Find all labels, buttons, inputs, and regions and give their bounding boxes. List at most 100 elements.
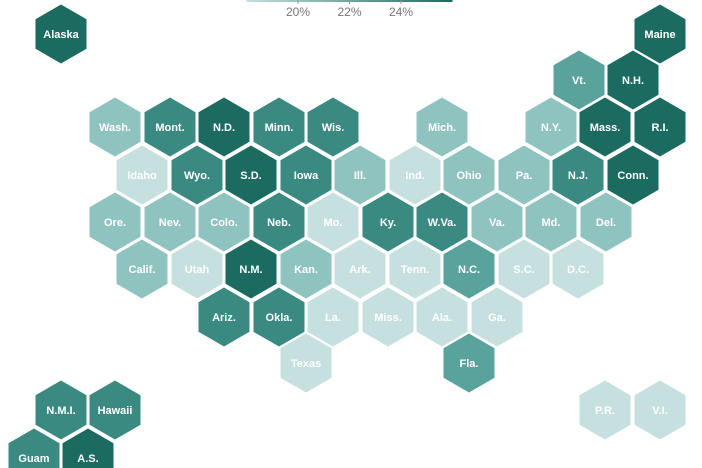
state-label: S.D. <box>240 170 261 182</box>
state-tile <box>525 192 577 252</box>
state-tile <box>62 428 114 468</box>
state-tile <box>171 239 223 299</box>
state-tile <box>334 145 386 205</box>
state-label: Va. <box>489 217 505 229</box>
state-label: R.I. <box>651 122 668 134</box>
legend-label: 24% <box>389 5 413 19</box>
state-tile <box>416 192 468 252</box>
state-tile <box>416 97 468 157</box>
state-label: Wash. <box>99 122 131 134</box>
state-tile <box>280 333 332 393</box>
state-tile <box>171 145 223 205</box>
state-label: Guam <box>18 453 49 465</box>
state-tile <box>553 50 605 110</box>
state-label: Ariz. <box>212 312 236 324</box>
state-label: Ore. <box>104 217 126 229</box>
state-label: Miss. <box>374 312 402 324</box>
state-tile <box>498 145 550 205</box>
state-tile <box>471 192 523 252</box>
state-label: N.D. <box>213 122 235 134</box>
state-label: Okla. <box>266 312 293 324</box>
state-label: W.Va. <box>428 217 457 229</box>
state-tile <box>416 287 468 347</box>
state-tile <box>253 287 305 347</box>
state-tile <box>253 97 305 157</box>
state-label: D.C. <box>567 264 589 276</box>
state-label: P.R. <box>595 405 615 417</box>
state-tile <box>443 333 495 393</box>
state-tile <box>471 287 523 347</box>
state-label: Mass. <box>590 122 621 134</box>
state-tile <box>198 192 250 252</box>
state-label: Kan. <box>294 264 318 276</box>
state-label: Idaho <box>127 170 157 182</box>
state-label: Iowa <box>294 170 319 182</box>
state-tile <box>116 239 168 299</box>
state-label: N.H. <box>622 75 644 87</box>
state-label: Nev. <box>159 217 181 229</box>
state-label: Ark. <box>349 264 370 276</box>
state-label: Mont. <box>155 122 184 134</box>
state-label: Md. <box>542 217 561 229</box>
state-label: Colo. <box>210 217 238 229</box>
state-tile <box>552 145 604 205</box>
state-label: Neb. <box>267 217 291 229</box>
state-tile <box>89 380 141 440</box>
state-label: Hawaii <box>98 405 133 417</box>
state-label: Wis. <box>322 122 345 134</box>
state-label: Ohio <box>456 170 481 182</box>
state-label: Calif. <box>129 264 156 276</box>
state-label: Ind. <box>405 170 425 182</box>
state-label: A.S. <box>77 453 98 465</box>
state-tile <box>634 4 686 64</box>
state-tile <box>307 287 359 347</box>
state-label: Ga. <box>488 312 506 324</box>
state-tile <box>634 97 686 157</box>
state-label: S.C. <box>513 264 534 276</box>
state-tile <box>144 97 196 157</box>
state-label: N.M. <box>239 264 262 276</box>
state-label: Ala. <box>432 312 452 324</box>
state-tile <box>253 192 305 252</box>
state-label: Ky. <box>380 217 396 229</box>
state-label: Texas <box>291 358 321 370</box>
state-tile <box>280 239 332 299</box>
state-tile <box>607 50 659 110</box>
state-tile <box>607 145 659 205</box>
state-tile <box>8 428 60 468</box>
state-label: Conn. <box>617 170 648 182</box>
state-label: Vt. <box>572 75 586 87</box>
state-label: La. <box>325 312 341 324</box>
state-tile <box>634 380 686 440</box>
state-tile <box>116 145 168 205</box>
state-tile <box>443 239 495 299</box>
state-tile <box>579 97 631 157</box>
state-label: Mo. <box>324 217 343 229</box>
state-tile <box>89 97 141 157</box>
state-label: N.J. <box>568 170 588 182</box>
state-label: N.Y. <box>541 122 561 134</box>
state-label: Wyo. <box>184 170 210 182</box>
state-tile <box>389 145 441 205</box>
state-label: N.M.I. <box>46 405 75 417</box>
legend-label: 22% <box>337 5 361 19</box>
state-label: Fla. <box>460 358 479 370</box>
state-label: Pa. <box>516 170 533 182</box>
state-label: Ill. <box>354 170 366 182</box>
state-tile <box>362 287 414 347</box>
state-tile <box>579 380 631 440</box>
state-label: Minn. <box>265 122 294 134</box>
state-tile <box>498 239 550 299</box>
state-label: V.I. <box>652 405 668 417</box>
state-tile <box>580 192 632 252</box>
state-tile <box>362 192 414 252</box>
legend-label: 20% <box>286 5 310 19</box>
state-tile <box>552 239 604 299</box>
state-label: Del. <box>596 217 616 229</box>
state-label: N.C. <box>458 264 480 276</box>
state-label: Maine <box>644 29 675 41</box>
state-label: Tenn. <box>401 264 430 276</box>
state-tile <box>225 145 277 205</box>
